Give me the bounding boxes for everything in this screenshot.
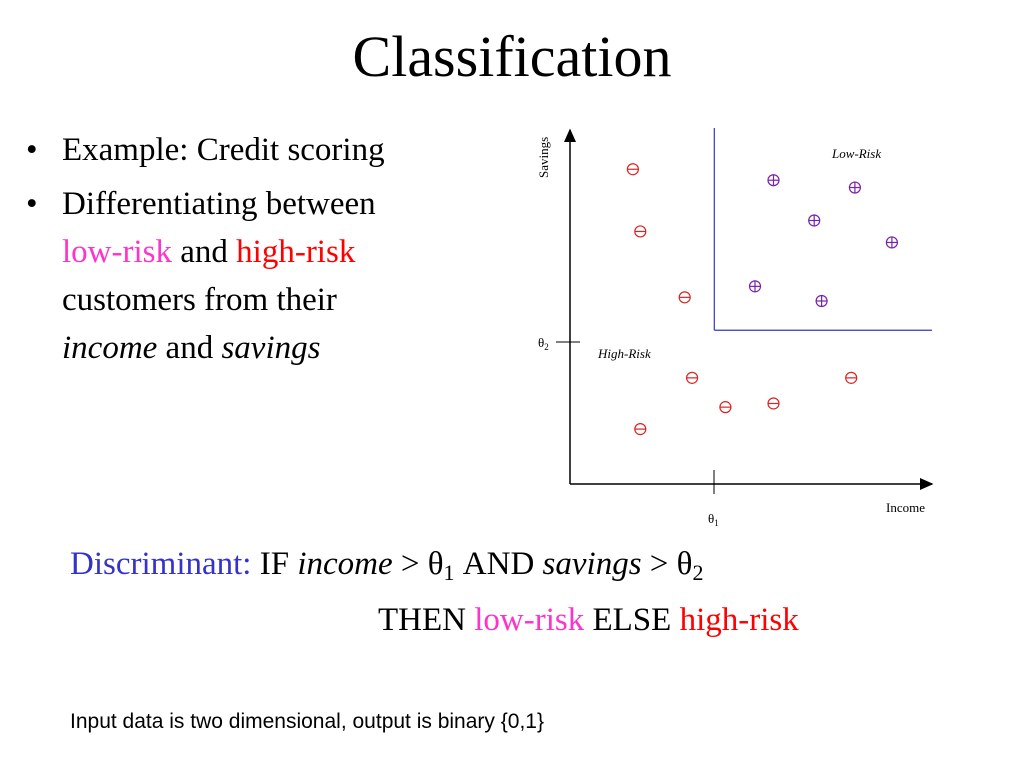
income-term: income	[62, 330, 158, 366]
bullet-text-continued: customers from their	[62, 282, 337, 318]
bullet-marker: •	[26, 132, 38, 168]
low-risk-point-1	[767, 174, 780, 187]
else-keyword: ELSE	[592, 602, 672, 638]
discriminant-label: Discriminant:	[70, 546, 252, 582]
low-risk-point-4	[885, 236, 898, 249]
bullet-text: Example: Credit scoring	[62, 132, 385, 168]
and-keyword: AND	[462, 546, 535, 582]
high-risk-point-2	[634, 225, 647, 238]
y-axis-label: Savings	[536, 137, 551, 178]
savings-term: savings	[221, 330, 321, 366]
footnote: Input data is two dimensional, output is…	[70, 710, 544, 733]
theta1-symbol: θ1	[427, 546, 455, 585]
low-risk-term: low-risk	[62, 234, 172, 270]
low-risk-point-5	[748, 280, 762, 293]
x-axis-label: Income	[886, 500, 925, 515]
bullet-item-differentiating: • Differentiating between low-risk and h…	[26, 180, 496, 372]
low-risk-point-6	[815, 294, 828, 308]
high-risk-point-5	[719, 401, 732, 414]
low-risk-point-3	[848, 181, 861, 194]
scatter-chart-svg: Savings Income θ1 θ2 Low-Risk High-Risk	[536, 128, 934, 528]
bullet-list: • Example: Credit scoring • Differentiat…	[26, 126, 496, 378]
low-risk-point-2	[808, 214, 821, 227]
discriminant-rule-line2: THEN low-risk ELSE high-risk	[378, 596, 799, 644]
high-risk-point-8	[634, 423, 647, 436]
high-risk-point-3	[678, 291, 691, 304]
theta2-label: θ2	[538, 335, 549, 352]
then-keyword: THEN	[378, 602, 466, 638]
slide-title: Classification	[352, 24, 672, 89]
bullet-text: Differentiating between	[62, 186, 376, 222]
savings-term: savings	[542, 546, 642, 582]
low-risk-region-label: Low-Risk	[831, 146, 881, 161]
low-risk-outcome: low-risk	[474, 602, 585, 638]
income-term: income	[297, 546, 393, 582]
high-risk-point-7	[845, 371, 858, 384]
high-risk-point-1	[626, 163, 640, 176]
discriminant-rule-line1: Discriminant: IF income > θ1 AND savings…	[70, 540, 703, 588]
and-word: and	[165, 330, 214, 366]
if-keyword: IF	[259, 546, 290, 582]
high-risk-outcome: high-risk	[679, 602, 799, 638]
high-risk-point-4	[686, 371, 699, 384]
data-points	[626, 163, 898, 436]
bullet-marker: •	[26, 186, 38, 222]
theta1-label: θ1	[708, 511, 719, 528]
high-risk-region-label: High-Risk	[597, 346, 651, 361]
bullet-item-credit-scoring: • Example: Credit scoring	[26, 126, 496, 174]
theta2-symbol: θ2	[676, 546, 704, 585]
gt-symbol: >	[400, 546, 420, 582]
high-risk-term: high-risk	[236, 234, 356, 270]
gt-symbol: >	[649, 546, 669, 582]
scatter-plot: Savings Income θ1 θ2 Low-Risk High-Risk	[520, 118, 950, 543]
high-risk-point-6	[767, 397, 780, 410]
and-word: and	[180, 234, 228, 270]
